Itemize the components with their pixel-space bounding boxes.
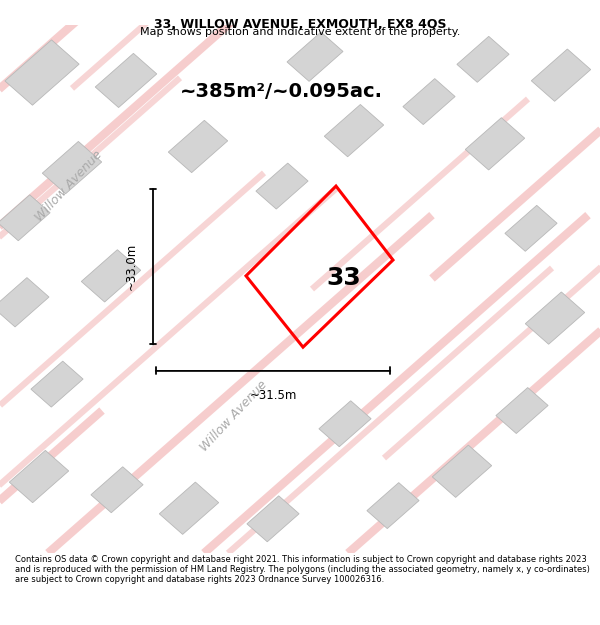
- Text: 33, WILLOW AVENUE, EXMOUTH, EX8 4QS: 33, WILLOW AVENUE, EXMOUTH, EX8 4QS: [154, 18, 446, 31]
- Polygon shape: [0, 278, 49, 327]
- Polygon shape: [95, 53, 157, 108]
- Polygon shape: [0, 195, 50, 241]
- Polygon shape: [91, 467, 143, 512]
- Text: Contains OS data © Crown copyright and database right 2021. This information is : Contains OS data © Crown copyright and d…: [15, 554, 590, 584]
- Polygon shape: [5, 40, 79, 105]
- Text: ~385m²/~0.095ac.: ~385m²/~0.095ac.: [180, 81, 383, 101]
- Polygon shape: [82, 250, 140, 302]
- Polygon shape: [256, 163, 308, 209]
- Polygon shape: [433, 445, 491, 498]
- Polygon shape: [532, 49, 590, 101]
- Polygon shape: [10, 451, 68, 503]
- Polygon shape: [403, 79, 455, 124]
- Polygon shape: [43, 141, 101, 194]
- Polygon shape: [457, 36, 509, 82]
- Polygon shape: [466, 118, 524, 170]
- Polygon shape: [325, 104, 383, 157]
- Text: ~31.5m: ~31.5m: [250, 389, 296, 402]
- Polygon shape: [367, 482, 419, 529]
- Polygon shape: [287, 32, 343, 81]
- Text: ~33.0m: ~33.0m: [125, 243, 138, 290]
- Polygon shape: [31, 361, 83, 407]
- Polygon shape: [319, 401, 371, 447]
- Text: 33: 33: [326, 266, 361, 290]
- Polygon shape: [505, 206, 557, 251]
- Text: Willow Avenue: Willow Avenue: [33, 148, 105, 224]
- Text: Willow Avenue: Willow Avenue: [198, 378, 270, 454]
- Polygon shape: [526, 292, 584, 344]
- Polygon shape: [496, 388, 548, 434]
- Polygon shape: [160, 482, 218, 534]
- Text: Map shows position and indicative extent of the property.: Map shows position and indicative extent…: [140, 27, 460, 37]
- Polygon shape: [247, 496, 299, 542]
- Polygon shape: [169, 121, 227, 172]
